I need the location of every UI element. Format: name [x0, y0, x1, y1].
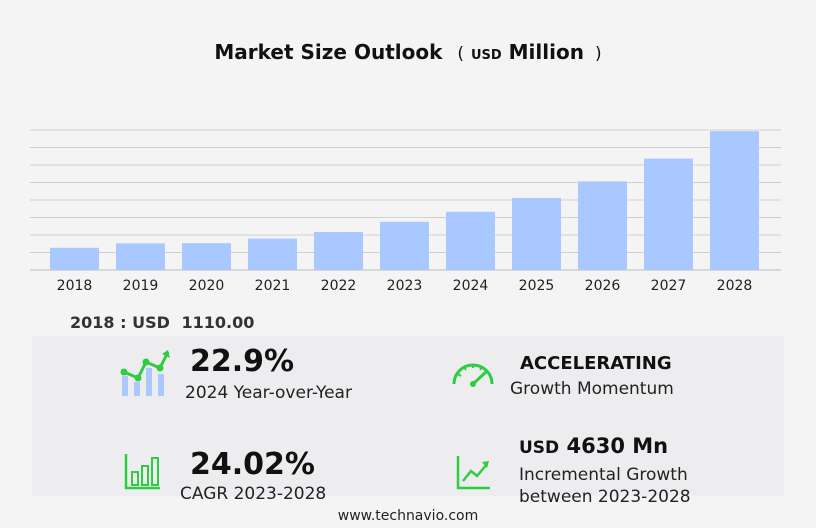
unit-open: ( [457, 44, 464, 64]
bar-chart: 2018 2019 2020 2021 2022 2023 2024 2025 2026 2027… [30, 129, 781, 294]
bar-2022 [314, 232, 363, 270]
x-tick-label-2018: 2018 [57, 278, 93, 294]
incremental-label-2: between 2023-2028 [519, 487, 691, 507]
base-year-value: 2018 : USD 1110.00 [70, 313, 254, 332]
bar-2024 [446, 211, 495, 270]
bar-2028 [710, 131, 759, 270]
source-link[interactable]: www.technavio.com [337, 508, 479, 524]
x-tick-label-2019: 2019 [123, 278, 159, 294]
x-tick-label-2025: 2025 [519, 278, 555, 294]
momentum-label: Growth Momentum [510, 379, 674, 399]
bar-2023 [380, 221, 429, 270]
unit-scale: Million [508, 40, 584, 64]
cagr-value: 24.02% [190, 447, 315, 482]
unit-currency: USD [470, 48, 502, 63]
x-tick-label-2024: 2024 [453, 278, 489, 294]
x-tick-label-2026: 2026 [585, 278, 621, 294]
base-year-amount: 1110.00 [181, 313, 255, 332]
bar-2020 [182, 243, 231, 270]
growth-chart-icon [120, 350, 170, 396]
x-tick-label-2021: 2021 [255, 278, 291, 294]
base-year-label: 2018 : USD [70, 313, 170, 332]
x-tick-label-2020: 2020 [189, 278, 225, 294]
chart-title: Market Size Outlook ( USD Million ) [0, 40, 816, 64]
incremental-currency: USD [519, 438, 560, 458]
incremental-label-1: Incremental Growth [519, 465, 688, 485]
bar-2018 [50, 247, 99, 270]
yoy-label: 2024 Year-over-Year [185, 383, 352, 403]
title-text: Market Size Outlook [214, 40, 443, 64]
incremental-amount: 4630 Mn [566, 434, 669, 458]
speedometer-icon [452, 363, 494, 387]
trend-line-icon [456, 456, 490, 490]
yoy-value: 22.9% [190, 344, 295, 379]
incremental-value: USD 4630 Mn [519, 434, 668, 458]
x-tick-label-2027: 2027 [651, 278, 687, 294]
bar-2025 [512, 198, 561, 270]
bar-2027 [644, 158, 693, 270]
cagr-label: CAGR 2023-2028 [180, 484, 327, 504]
momentum-value: ACCELERATING [520, 353, 672, 374]
x-tick-label-2028: 2028 [717, 278, 753, 294]
bar-2019 [116, 243, 165, 270]
x-tick-label-2023: 2023 [387, 278, 423, 294]
bar-chart-icon [124, 454, 160, 490]
unit-close: ) [594, 44, 602, 64]
x-tick-label-2022: 2022 [321, 278, 357, 294]
bar-2026 [578, 181, 627, 270]
bar-2021 [248, 238, 297, 270]
